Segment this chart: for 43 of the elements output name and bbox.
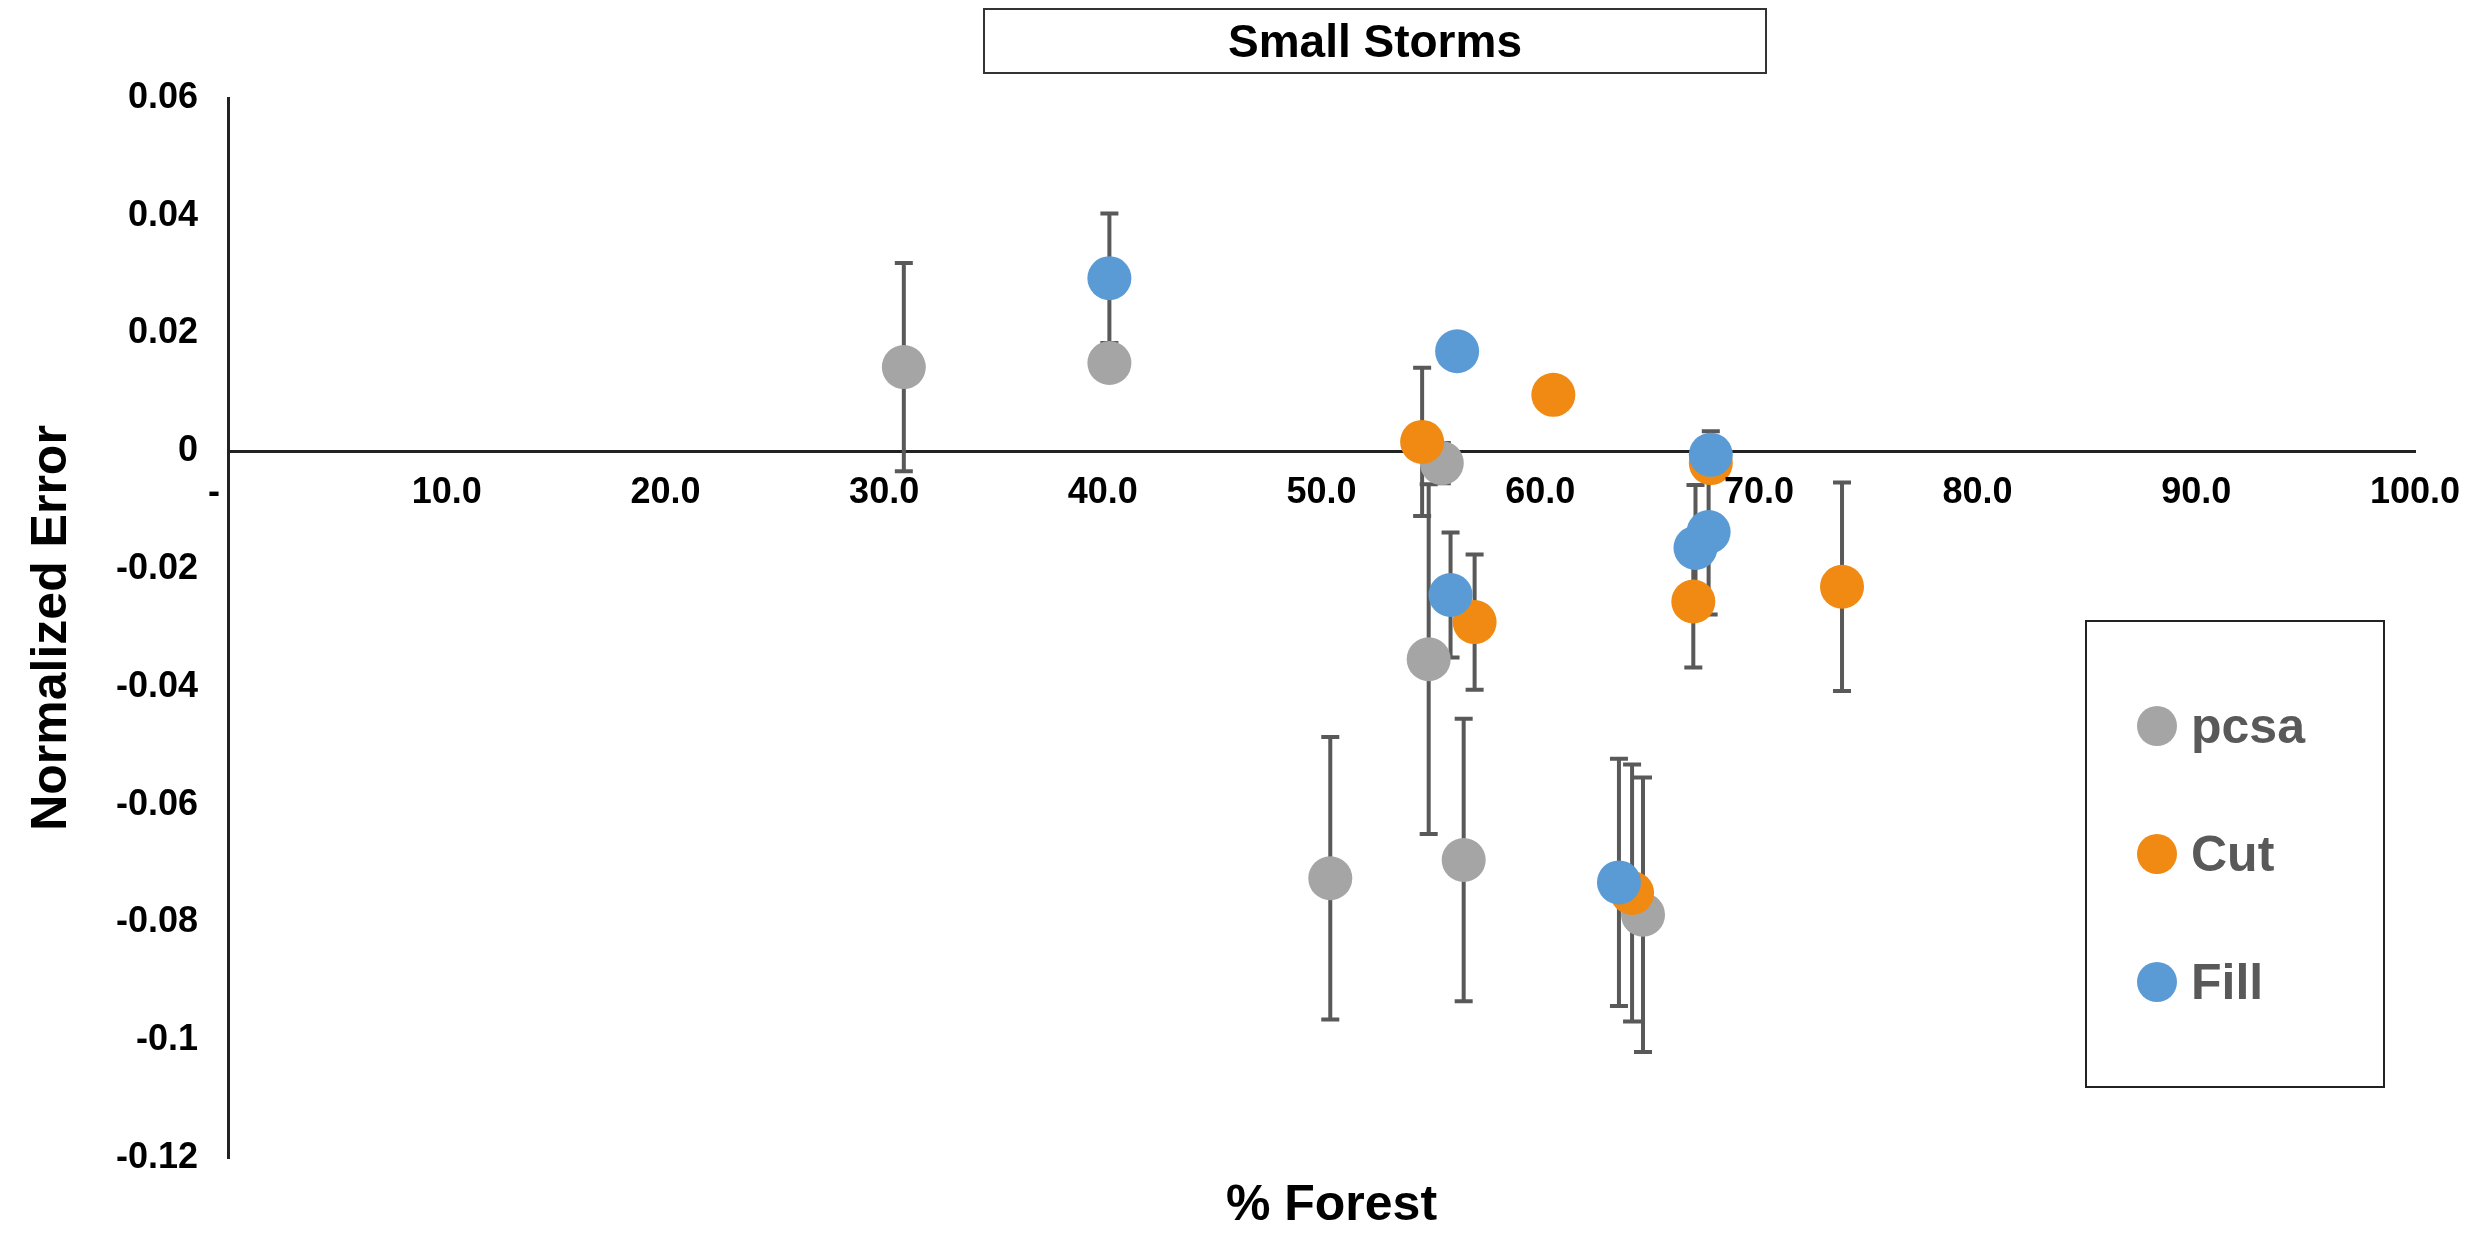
y-tick-label: -0.06 bbox=[115, 781, 199, 823]
point bbox=[1400, 419, 1445, 464]
point bbox=[1441, 838, 1486, 883]
y-tick-label: 0 bbox=[178, 428, 199, 470]
x-tick-label: 20.0 bbox=[630, 470, 701, 512]
x-tick-label: 70.0 bbox=[1723, 470, 1794, 512]
x-tick-label: 80.0 bbox=[1942, 470, 2013, 512]
x-tick-label: 60.0 bbox=[1505, 470, 1576, 512]
point bbox=[1596, 860, 1641, 905]
legend-label: Fill bbox=[2191, 953, 2264, 1011]
y-tick-label: -0.1 bbox=[136, 1017, 199, 1059]
x-tick-label: 10.0 bbox=[411, 470, 482, 512]
y-tick-label: 0.02 bbox=[127, 310, 199, 352]
x-tick-label: 30.0 bbox=[849, 470, 920, 512]
x-tick-label: 90.0 bbox=[2161, 470, 2232, 512]
point bbox=[1820, 564, 1865, 609]
point bbox=[1671, 579, 1716, 624]
legend-label: pcsa bbox=[2191, 697, 2305, 755]
x-tick-label: 50.0 bbox=[1286, 470, 1357, 512]
chart-title: Small Storms bbox=[983, 8, 1767, 74]
x-tick-label: 40.0 bbox=[1067, 470, 1138, 512]
x-axis-title: % Forest bbox=[1224, 1174, 1439, 1232]
point bbox=[1531, 372, 1576, 417]
point bbox=[1428, 573, 1473, 618]
point bbox=[1686, 510, 1731, 555]
point bbox=[1087, 256, 1132, 301]
point bbox=[1308, 856, 1353, 901]
y-tick-label: -0.08 bbox=[115, 899, 199, 941]
point bbox=[1688, 432, 1733, 477]
y-axis-title: Normalized Error bbox=[20, 425, 77, 831]
y-tick-label: 0.04 bbox=[127, 192, 199, 234]
x-tick-label: 100.0 bbox=[2369, 470, 2461, 512]
point bbox=[881, 345, 926, 390]
point bbox=[1452, 600, 1497, 645]
y-tick-label: 0.06 bbox=[127, 74, 199, 116]
point bbox=[1435, 329, 1480, 374]
x-tick-label: - bbox=[208, 470, 221, 512]
point bbox=[1087, 341, 1132, 385]
legend-label: Cut bbox=[2191, 825, 2275, 883]
y-tick-label: -0.12 bbox=[115, 1134, 199, 1176]
point bbox=[1406, 637, 1451, 682]
y-tick-label: -0.04 bbox=[115, 663, 199, 705]
y-tick-label: -0.02 bbox=[115, 546, 199, 588]
